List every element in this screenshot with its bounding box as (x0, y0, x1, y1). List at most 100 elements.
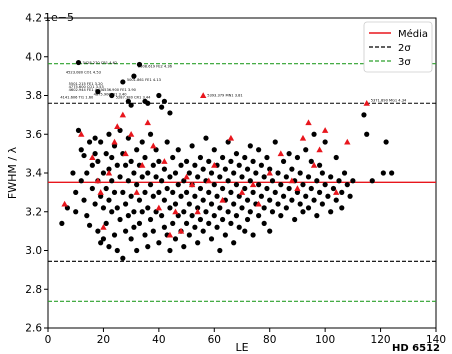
data-point-triangle (344, 138, 351, 145)
data-point (167, 205, 173, 211)
data-point (361, 112, 367, 118)
data-point (109, 209, 115, 215)
data-point (100, 170, 107, 176)
data-point (220, 154, 226, 161)
point-annotation: 4523.080 CO1 4.53 (66, 70, 101, 74)
data-point (261, 220, 267, 226)
data-point (131, 73, 137, 79)
point-annotation: 5501.215 FE1 3.20 (69, 82, 104, 86)
data-point (311, 197, 317, 203)
data-point (275, 170, 281, 176)
data-point (247, 143, 253, 149)
point-annotation: 5287.380 CR1 3.44 (116, 96, 151, 100)
data-point (100, 236, 107, 242)
data-point (244, 216, 251, 223)
data-point (195, 174, 201, 180)
data-point (106, 166, 112, 172)
data-point (236, 193, 242, 199)
data-point (192, 162, 198, 168)
data-point (150, 193, 156, 199)
data-point (128, 102, 134, 108)
data-point (206, 189, 212, 195)
data-point (297, 170, 303, 176)
y-tick-label: 3.0 (25, 245, 42, 257)
data-point-triangle (299, 134, 307, 141)
data-point (286, 151, 292, 157)
y-tick-label: 3.8 (25, 90, 42, 102)
data-point (305, 174, 312, 180)
data-point (139, 174, 145, 180)
data-point (244, 197, 251, 203)
x-tick-label: 40 (152, 334, 165, 346)
data-point (142, 154, 148, 161)
x-tick-label: 0 (45, 334, 52, 346)
data-point (95, 228, 101, 234)
data-point (128, 193, 134, 199)
data-point (325, 193, 331, 199)
data-point (314, 178, 320, 184)
data-point (328, 174, 334, 180)
data-point (81, 152, 87, 159)
data-point (142, 232, 148, 238)
data-point (217, 247, 223, 254)
data-point (333, 154, 339, 161)
data-point-triangle (105, 169, 113, 176)
data-point (250, 189, 256, 195)
data-point (267, 228, 273, 234)
data-point (289, 197, 295, 203)
data-point (125, 213, 131, 219)
data-point (283, 174, 289, 180)
data-point (350, 178, 356, 184)
y-tick-label: 4.0 (25, 51, 42, 63)
legend-label-3sigma: 3σ (398, 57, 411, 68)
data-point (183, 158, 190, 164)
data-point (106, 244, 112, 250)
data-point (125, 98, 131, 104)
footer-label: HD 6512 (392, 343, 440, 354)
data-point (159, 178, 165, 184)
point-annotation: 5001.861 FE1 4.13 (127, 78, 161, 82)
data-point (142, 189, 148, 195)
data-point (78, 147, 84, 153)
data-point (123, 162, 129, 168)
data-point (131, 170, 137, 176)
data-point (217, 174, 223, 180)
data-point (183, 189, 190, 195)
data-point (114, 162, 120, 168)
data-point (125, 135, 131, 141)
data-point (98, 193, 104, 199)
data-point (117, 127, 123, 133)
data-point-triangle (305, 119, 312, 126)
data-point (203, 209, 209, 215)
data-point (161, 98, 167, 104)
data-point (195, 205, 201, 211)
data-point (159, 104, 165, 110)
data-point (170, 189, 176, 195)
data-point (228, 220, 234, 226)
data-point-triangle (277, 150, 284, 157)
point-annotation: 4602.944 FE1 4.15 (69, 88, 103, 92)
data-point (98, 139, 104, 145)
data-point (117, 216, 123, 223)
data-point (92, 135, 98, 141)
data-point (98, 240, 104, 246)
data-point-triangle (294, 185, 301, 192)
data-point (181, 244, 187, 250)
data-point (175, 147, 181, 153)
data-point (70, 170, 76, 176)
legend: Média 2σ 3σ (363, 21, 433, 73)
data-point (172, 201, 179, 207)
y-tick-label: 3.6 (25, 129, 42, 141)
data-point (236, 224, 242, 230)
data-point (181, 209, 187, 215)
y-tick-label: 3.2 (25, 206, 42, 218)
data-point (211, 182, 217, 188)
data-point-triangle (100, 224, 107, 230)
data-point (156, 92, 162, 99)
data-point (292, 216, 298, 223)
data-point (244, 166, 251, 172)
data-point (303, 147, 309, 153)
x-tick-label: 100 (315, 334, 335, 346)
data-point (86, 222, 93, 228)
data-point (256, 213, 262, 219)
